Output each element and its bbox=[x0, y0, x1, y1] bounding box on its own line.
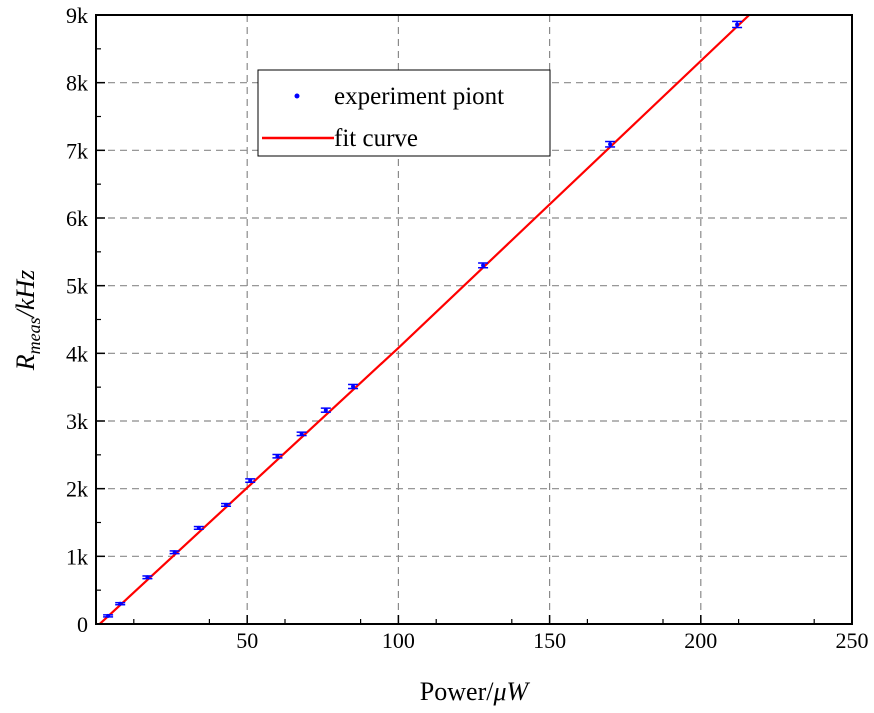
data-point bbox=[145, 575, 150, 580]
x-tick-label: 50 bbox=[236, 628, 258, 653]
x-tick-label: 100 bbox=[382, 628, 415, 653]
y-tick-label: 9k bbox=[66, 3, 88, 28]
data-point bbox=[735, 22, 740, 27]
data-point bbox=[608, 142, 613, 147]
data-point bbox=[351, 384, 356, 389]
data-point-group bbox=[272, 453, 283, 459]
x-axis-label: Power/μW bbox=[420, 677, 531, 706]
data-point-group bbox=[732, 20, 743, 29]
data-point bbox=[224, 502, 229, 507]
data-point bbox=[323, 408, 328, 413]
legend-label-points: experiment piont bbox=[334, 83, 504, 110]
data-point bbox=[106, 613, 111, 618]
axis-ticks: 50 100 150 200 250 0 1k 2k 3k 4k 5k 6k 7k 8k 9k bbox=[66, 3, 869, 653]
fit-curve-layer bbox=[98, 15, 750, 624]
data-point-group bbox=[245, 478, 256, 483]
legend-label-fit: fit curve bbox=[334, 125, 418, 152]
data-point bbox=[248, 478, 253, 483]
data-point-group bbox=[103, 613, 114, 618]
data-point-group bbox=[296, 431, 307, 437]
fit-curve-line bbox=[98, 15, 750, 624]
data-point-group bbox=[169, 550, 180, 555]
y-tick-label: 8k bbox=[66, 71, 88, 96]
data-point bbox=[299, 431, 304, 436]
legend-marker-points bbox=[294, 93, 300, 99]
y-tick-label: 4k bbox=[66, 341, 88, 366]
y-tick-label: 7k bbox=[66, 138, 88, 163]
data-point-group bbox=[142, 575, 153, 580]
data-point-group bbox=[193, 525, 204, 531]
x-tick-label: 150 bbox=[533, 628, 566, 653]
y-tick-label: 0 bbox=[77, 612, 88, 637]
data-point bbox=[196, 525, 201, 530]
data-point-group bbox=[605, 140, 616, 148]
data-point-group bbox=[348, 383, 359, 390]
y-tick-label: 2k bbox=[66, 477, 88, 502]
x-tick-label: 250 bbox=[836, 628, 869, 653]
data-point bbox=[481, 263, 486, 268]
data-point bbox=[118, 601, 123, 606]
y-tick-label: 1k bbox=[66, 544, 88, 569]
data-points-layer bbox=[103, 20, 743, 618]
data-point bbox=[172, 550, 177, 555]
data-point-group bbox=[478, 262, 489, 269]
legend: experiment piont fit curve bbox=[257, 69, 551, 157]
data-point bbox=[275, 454, 280, 459]
data-point-group bbox=[221, 502, 232, 508]
y-tick-label: 5k bbox=[66, 274, 88, 299]
y-tick-label: 3k bbox=[66, 409, 88, 434]
data-point-group bbox=[320, 407, 331, 413]
data-point-group bbox=[115, 601, 126, 606]
legend-box bbox=[257, 69, 551, 157]
x-tick-label: 200 bbox=[684, 628, 717, 653]
y-axis-label: Rmeas/kHz bbox=[11, 270, 44, 372]
y-tick-label: 6k bbox=[66, 206, 88, 231]
